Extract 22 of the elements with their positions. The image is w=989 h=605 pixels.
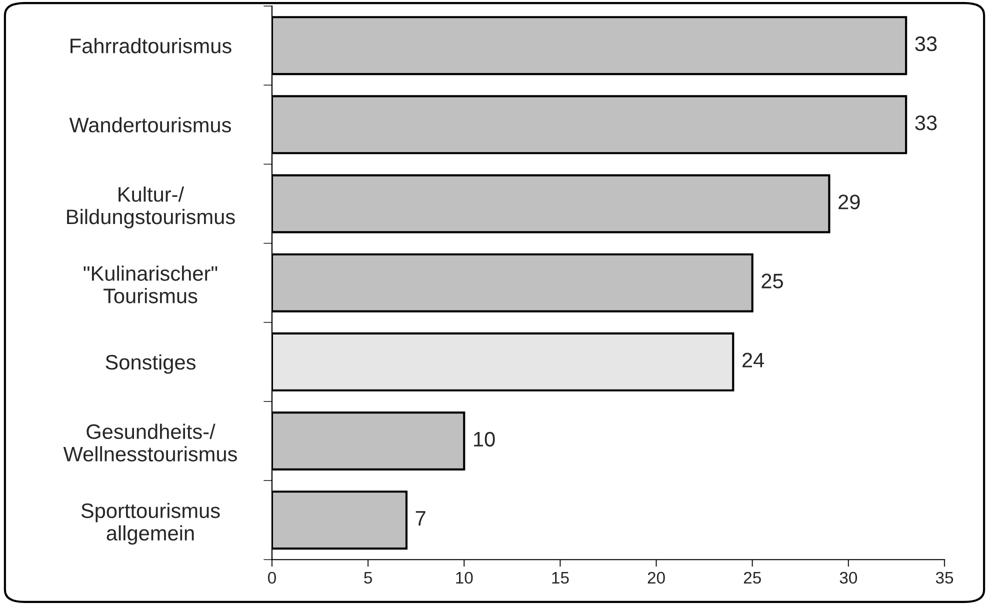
y-tick-label: Gesundheits-/ Wellnesstourismus <box>63 424 237 462</box>
data-label: 10 <box>474 432 495 447</box>
y-tick-label: Fahrradtourismus <box>70 38 232 54</box>
y-tick-label: "Kulinarischer" Tourismus <box>84 266 218 304</box>
x-tick-label: 15 <box>552 572 569 584</box>
y-tick-label: Sonstiges <box>106 354 196 374</box>
data-label: 24 <box>742 352 764 368</box>
data-label: 7 <box>416 511 426 526</box>
data-label: 33 <box>915 36 937 52</box>
y-tick-label: Wandertourismus <box>69 117 231 132</box>
x-tick-label: 35 <box>936 572 954 584</box>
x-tick-label: 30 <box>840 572 858 584</box>
y-tick-label: Sporttourismus allgemein <box>81 502 220 545</box>
x-tick-label: 0 <box>268 572 276 584</box>
data-label: 33 <box>915 116 937 130</box>
x-tick-label: 10 <box>456 572 473 584</box>
data-label: 25 <box>762 274 783 288</box>
x-tick-label: 25 <box>744 572 761 584</box>
x-tick-label: 5 <box>364 572 372 584</box>
data-label: 29 <box>838 194 860 210</box>
x-tick-label: 20 <box>648 572 665 584</box>
y-tick-label: Kultur-/ Bildungstourismus <box>67 186 235 228</box>
